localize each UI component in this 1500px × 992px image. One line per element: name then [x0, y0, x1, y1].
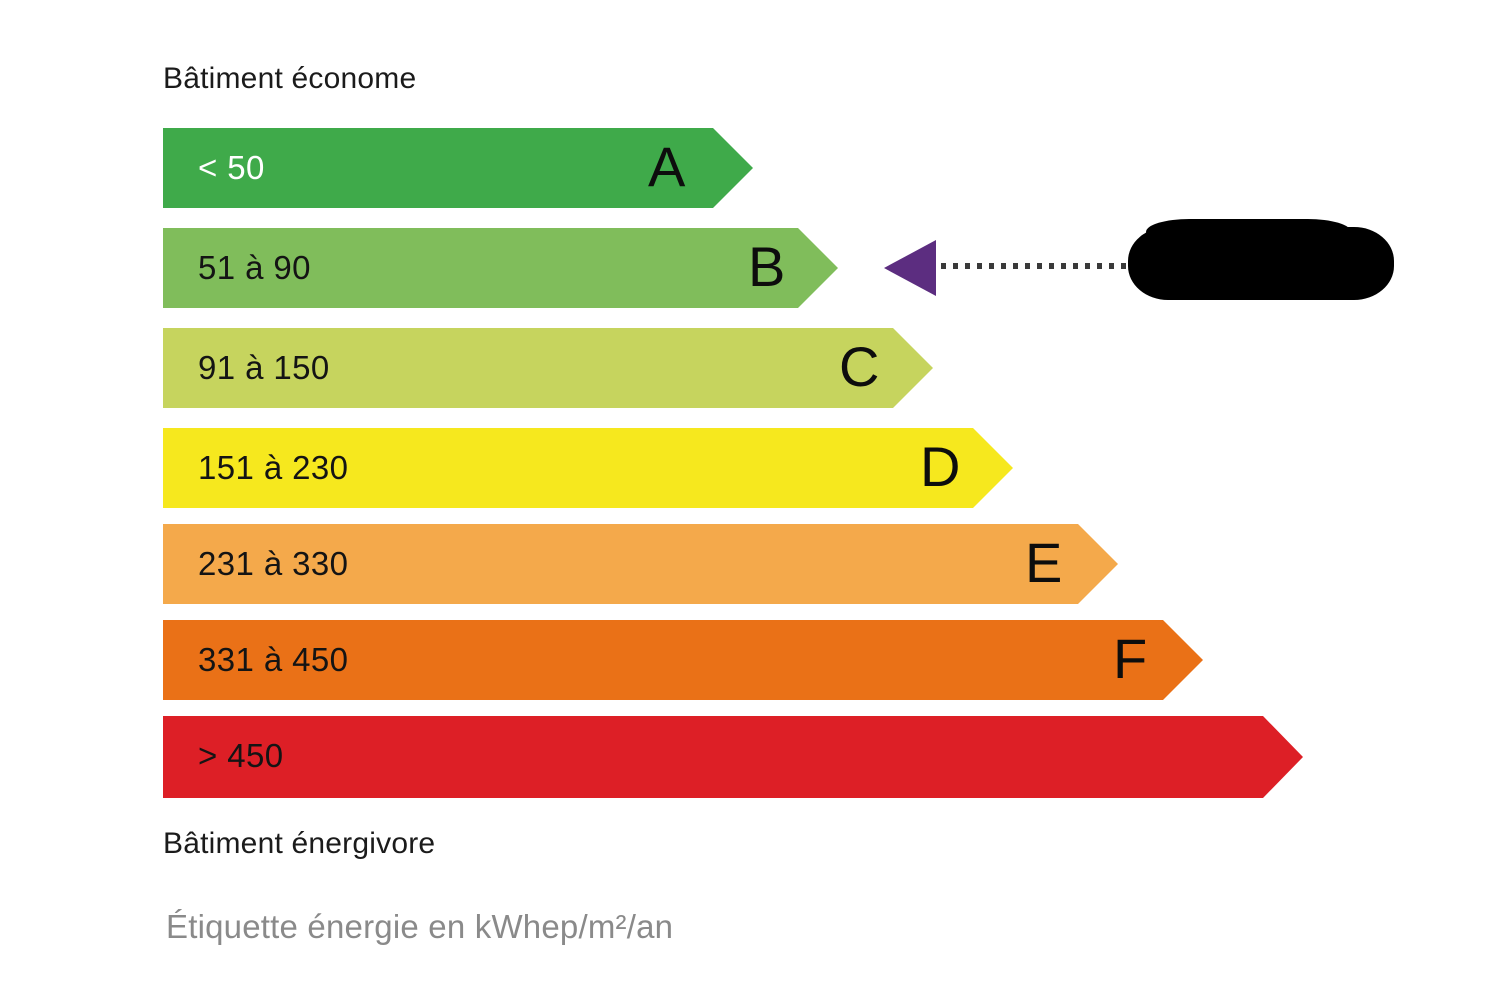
energy-band-b[interactable]: 51 à 90 B — [163, 228, 838, 308]
energy-band-d-range: 151 à 230 — [198, 449, 349, 486]
energy-band-f[interactable]: 331 à 450 F — [163, 620, 1203, 700]
energy-band-e[interactable]: 231 à 330 E — [163, 524, 1118, 604]
energy-band-b-letter: B — [748, 234, 786, 298]
energy-band-g-range: > 450 — [198, 737, 284, 774]
energy-band-e-letter: E — [1025, 530, 1063, 594]
energy-band-c[interactable]: 91 à 150 C — [163, 328, 933, 408]
energy-band-c-range: 91 à 150 — [198, 349, 330, 386]
energy-band-d[interactable]: 151 à 230 D — [163, 428, 1013, 508]
energy-band-b-range: 51 à 90 — [198, 249, 311, 286]
label-title-economical: Bâtiment économe — [163, 62, 417, 95]
label-unit-caption: Étiquette énergie en kWhep/m²/an — [166, 908, 674, 945]
energy-band-c-letter: C — [839, 334, 880, 398]
energy-band-a-range: < 50 — [198, 149, 265, 186]
energy-band-a-letter: A — [648, 134, 686, 198]
energy-band-g[interactable]: > 450 — [163, 716, 1303, 798]
energy-band-f-letter: F — [1113, 626, 1148, 690]
label-title-energy-hungry: Bâtiment énergivore — [163, 827, 436, 860]
energy-band-e-range: 231 à 330 — [198, 545, 349, 582]
energy-band-a[interactable]: < 50 A — [163, 128, 753, 208]
energy-band-d-letter: D — [920, 434, 961, 498]
energy-band-f-range: 331 à 450 — [198, 641, 349, 678]
